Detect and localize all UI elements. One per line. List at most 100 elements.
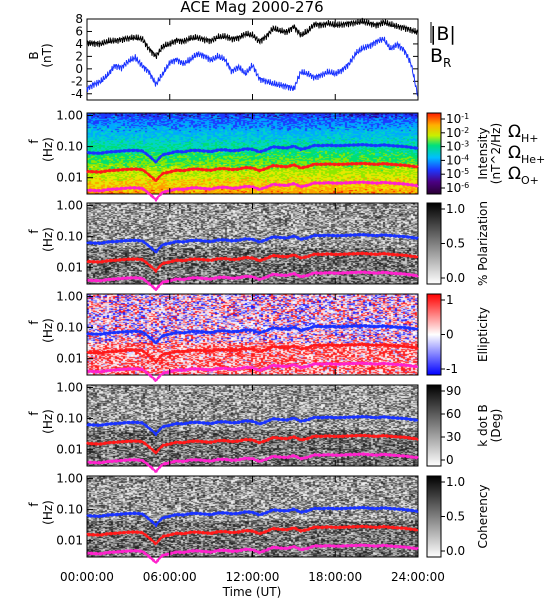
f-yunit: (Hz) [41,227,55,252]
gyrofrequency-line-o [86,270,419,292]
b-ytick-label: 0 [75,62,83,76]
colorbar-tick-label: 10-3 [446,140,469,154]
gyrofrequency-line-h [86,414,419,437]
spectrogram-panels: 0.010.101.00f (Hz)10-110-210-310-410-510-… [27,108,545,564]
f-ylabel: f [27,502,41,507]
spectrogram-panel-1: 0.01 0.10 1.00 f (Hz) 10-110-210-310-410-510-… [27,108,545,202]
f-ytick-label: 1.00 [56,289,83,303]
f-ytick-label: 1.00 [56,108,83,122]
b-ytick-label: -2 [71,74,83,88]
colorbar-tick-label: -1 [446,362,458,376]
colorbar-tick-label: 0.0 [446,271,465,285]
f-yunit: (Hz) [41,318,55,343]
gyrofrequency-line-o [86,180,419,202]
colorbar-tick-label: 10-5 [446,167,469,181]
b-ylabel: B [27,51,41,59]
colorbar-label: Intensity [476,127,490,179]
colorbar-tick-label: 30 [446,430,461,444]
colorbar [426,293,442,376]
x-tick-label: 00:00:00 [60,570,114,584]
b-ytick-label: 8 [75,12,83,26]
colorbar [426,202,442,285]
b-ytick-label: 6 [75,24,83,38]
f-ylabel: f [27,411,41,416]
f-ytick-label: 1.00 [56,471,83,485]
colorbar-tick-label: 0.5 [446,510,465,524]
gyrofrequency-line-h [86,142,419,164]
gyrofrequency-line-o [86,543,419,564]
f-ytick-label: 0.01 [56,534,83,548]
colorbar-tick-label: 10-2 [446,126,469,140]
x-tick-label: 12:00:00 [226,570,280,584]
f-ytick-label: 0.10 [56,412,83,426]
f-ytick-label: 1.00 [56,380,83,394]
series-line-b-magnitude [86,17,419,60]
legend-gyro-h: ΩH+ [508,122,539,145]
b-ytick-label: 4 [75,37,83,51]
legend-b-magnitude: |B| [430,23,456,45]
colorbar [426,384,442,467]
b-ytick-label: 2 [75,49,83,63]
colorbar-label: Coherency [476,484,490,548]
colorbar-tick-label: 0 [446,453,454,467]
chart-title: ACE Mag 2000-276 [180,0,323,16]
x-tick-label: 18:00:00 [308,570,362,584]
colorbar-unit: (Deg) [489,409,503,443]
colorbar-tick-label: 1.0 [446,475,465,489]
colorbar-label: % Polarization [476,201,490,286]
f-ytick-label: 0.01 [56,352,83,366]
f-ylabel: f [27,139,41,144]
colorbar-label: k dot B [476,404,490,446]
f-ylabel: f [27,320,41,325]
f-ytick-label: 1.00 [56,198,83,212]
spectrogram-image [87,476,418,557]
series-line-b-radial [86,36,419,98]
colorbar-tick-label: 10-1 [446,112,469,126]
time-axis: 00:00:00 06:00:00 12:00:00 18:00:00 24:00:00 [60,19,445,584]
gyrofrequency-line-h [86,232,419,254]
f-ytick-label: 0.01 [56,171,83,185]
f-ytick-label: 0.10 [56,230,83,244]
b-yunit: (nT) [40,43,54,67]
gyrofrequency-line-o [86,452,419,473]
colorbar-tick-label: 60 [446,407,461,421]
f-ylabel: f [27,229,41,234]
legend-gyro-he: ΩHe+ [508,143,545,166]
colorbar-tick-label: 10-6 [446,181,469,195]
spectrogram-image [87,294,418,375]
colorbar [426,112,442,195]
colorbar-tick-label: 10-4 [446,153,469,167]
colorbar-tick-label: 1 [446,293,454,307]
f-ytick-label: 0.10 [56,503,83,517]
gyrofrequency-line-h [86,323,419,345]
colorbar-tick-label: 0.5 [446,237,465,251]
gyrofrequency-line-he [86,524,419,546]
gyrofrequency-line-h [86,505,419,528]
f-yunit: (Hz) [41,409,55,434]
spectrogram-image [87,385,418,466]
legend-gyro-o: ΩO+ [508,164,539,187]
spectrogram-panel-3: 0.01 0.10 1.00 f (Hz) 1 0 -1 Ellipticity [27,289,490,382]
spectrogram-panel-4: 0.01 0.10 1.00 f (Hz) 90 60 30 0 k dot B (Deg) [27,380,503,473]
b-ytick-label: -4 [71,87,83,101]
gyrofrequency-line-he [86,342,419,364]
x-tick-label: 06:00:00 [143,570,197,584]
colorbar-unit: (nT^2/Hz) [489,123,503,184]
spectrogram-image [87,203,418,284]
gyrofrequency-line-he [86,433,419,455]
f-ytick-label: 0.01 [56,261,83,275]
f-ytick-label: 0.01 [56,443,83,457]
legend-b-radial: BR [430,45,451,70]
f-yunit: (Hz) [41,500,55,525]
colorbar [426,475,442,558]
f-yunit: (Hz) [41,137,55,162]
spectrogram-panel-5: 0.01 0.10 1.00 f (Hz) 1.0 0.5 0.0 Coherency [27,471,490,564]
f-ytick-label: 0.10 [56,140,83,154]
gyrofrequency-line-o [86,361,419,382]
gyrofrequency-line-he [86,161,419,183]
colorbar-tick-label: 1.0 [446,202,465,216]
x-axis-label: Time (UT) [222,585,282,599]
colorbar-tick-label: 0 [446,328,454,342]
